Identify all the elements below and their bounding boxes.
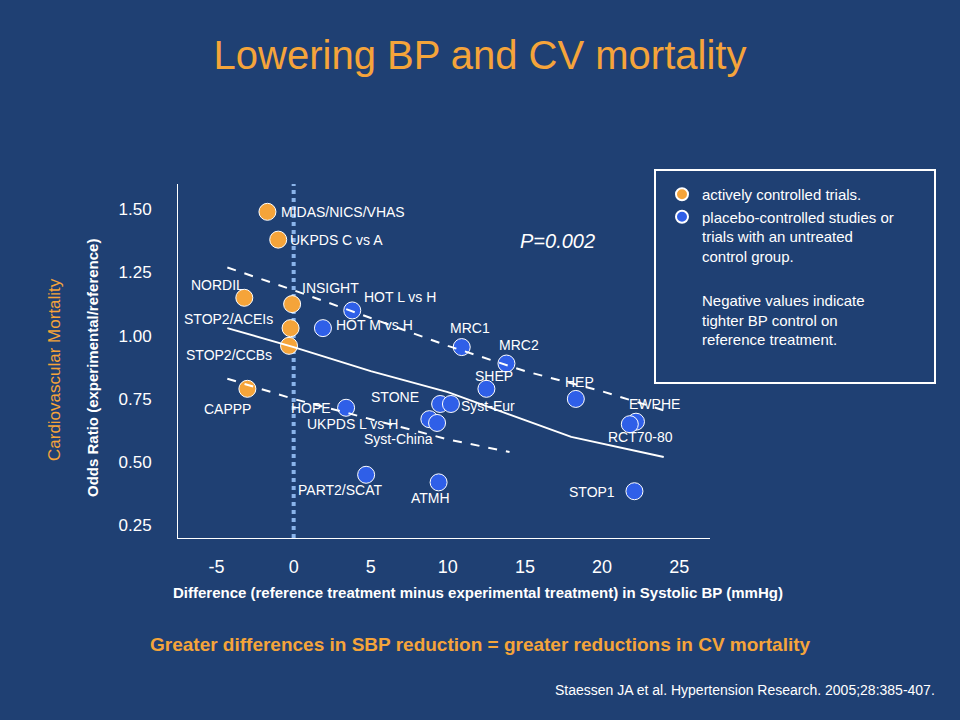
svg-text:ATMH: ATMH [411, 490, 450, 506]
svg-text:PART2/SCAT: PART2/SCAT [298, 482, 382, 498]
svg-text:placebo-controlled studies ort: placebo-controlled studies ortrials with… [702, 209, 894, 265]
svg-text:Negative values indicatetighte: Negative values indicatetighter BP contr… [702, 292, 865, 348]
svg-text:Cardiovascular Mortality: Cardiovascular Mortality [45, 278, 64, 461]
svg-text:CAPPP: CAPPP [204, 401, 251, 417]
svg-text:actively controlled trials.: actively controlled trials. [702, 186, 861, 203]
svg-text:Syst-China: Syst-China [364, 431, 433, 447]
svg-text:SHEP: SHEP [475, 368, 513, 384]
svg-text:Staessen JA et al. Hypertensio: Staessen JA et al. Hypertension Research… [555, 682, 935, 698]
svg-text:STOP2/CCBs: STOP2/CCBs [186, 347, 272, 363]
svg-text:UKPDS L vs H: UKPDS L vs H [307, 416, 398, 432]
svg-text:0.75: 0.75 [119, 390, 152, 409]
svg-text:Difference (reference treatmen: Difference (reference treatment minus ex… [173, 584, 783, 601]
svg-text:EWPHE: EWPHE [629, 396, 680, 412]
svg-text:10: 10 [438, 557, 458, 577]
svg-text:5: 5 [366, 557, 376, 577]
svg-text:1.00: 1.00 [119, 327, 152, 346]
svg-text:HOT L vs H: HOT L vs H [364, 289, 436, 305]
svg-text:INSIGHT: INSIGHT [302, 280, 359, 296]
svg-text:15: 15 [515, 557, 535, 577]
svg-text:1.50: 1.50 [119, 200, 152, 219]
svg-text:UKPDS C vs A: UKPDS C vs A [290, 232, 383, 248]
svg-text:20: 20 [592, 557, 612, 577]
svg-text:HOT M vs H: HOT M vs H [336, 317, 413, 333]
svg-text:P=0.002: P=0.002 [520, 230, 595, 252]
svg-text:0: 0 [289, 557, 299, 577]
svg-text:NORDIL: NORDIL [191, 277, 244, 293]
svg-text:0.25: 0.25 [119, 516, 152, 535]
svg-text:Odds Ratio (experimental/refer: Odds Ratio (experimental/reference) [84, 239, 101, 497]
svg-text:HOPE: HOPE [291, 400, 331, 416]
svg-text:RCT70-80: RCT70-80 [608, 429, 673, 445]
svg-text:MIDAS/NICS/VHAS: MIDAS/NICS/VHAS [281, 204, 405, 220]
svg-text:Lowering BP and CV mortality: Lowering BP and CV mortality [214, 33, 747, 77]
svg-text:Greater differences in SBP red: Greater differences in SBP reduction = g… [150, 634, 811, 655]
svg-text:1.25: 1.25 [119, 263, 152, 282]
svg-text:-5: -5 [209, 557, 225, 577]
svg-text:STOP2/ACEIs: STOP2/ACEIs [184, 311, 273, 327]
svg-text:0.50: 0.50 [119, 453, 152, 472]
svg-text:Syst-Eur: Syst-Eur [461, 398, 515, 414]
svg-text:HEP: HEP [565, 374, 594, 390]
svg-text:STONE: STONE [371, 389, 419, 405]
svg-text:STOP1: STOP1 [569, 484, 615, 500]
svg-text:MRC2: MRC2 [499, 337, 539, 353]
svg-text:MRC1: MRC1 [450, 320, 490, 336]
svg-text:25: 25 [669, 557, 689, 577]
